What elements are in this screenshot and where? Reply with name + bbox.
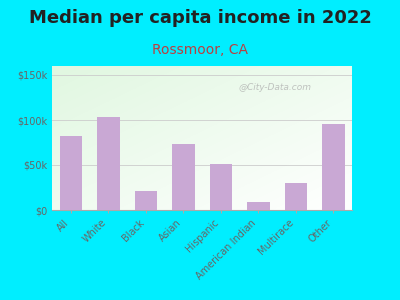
Text: Rossmoor, CA: Rossmoor, CA [152,44,248,58]
Bar [134,191,157,210]
Bar [210,164,232,210]
Bar [247,202,270,210]
Bar [172,144,194,210]
Bar [60,136,82,210]
Bar [97,117,120,210]
Text: Median per capita income in 2022: Median per capita income in 2022 [28,9,372,27]
Bar [284,183,307,210]
Text: @City-Data.com: @City-Data.com [238,83,311,92]
Bar [322,124,344,210]
